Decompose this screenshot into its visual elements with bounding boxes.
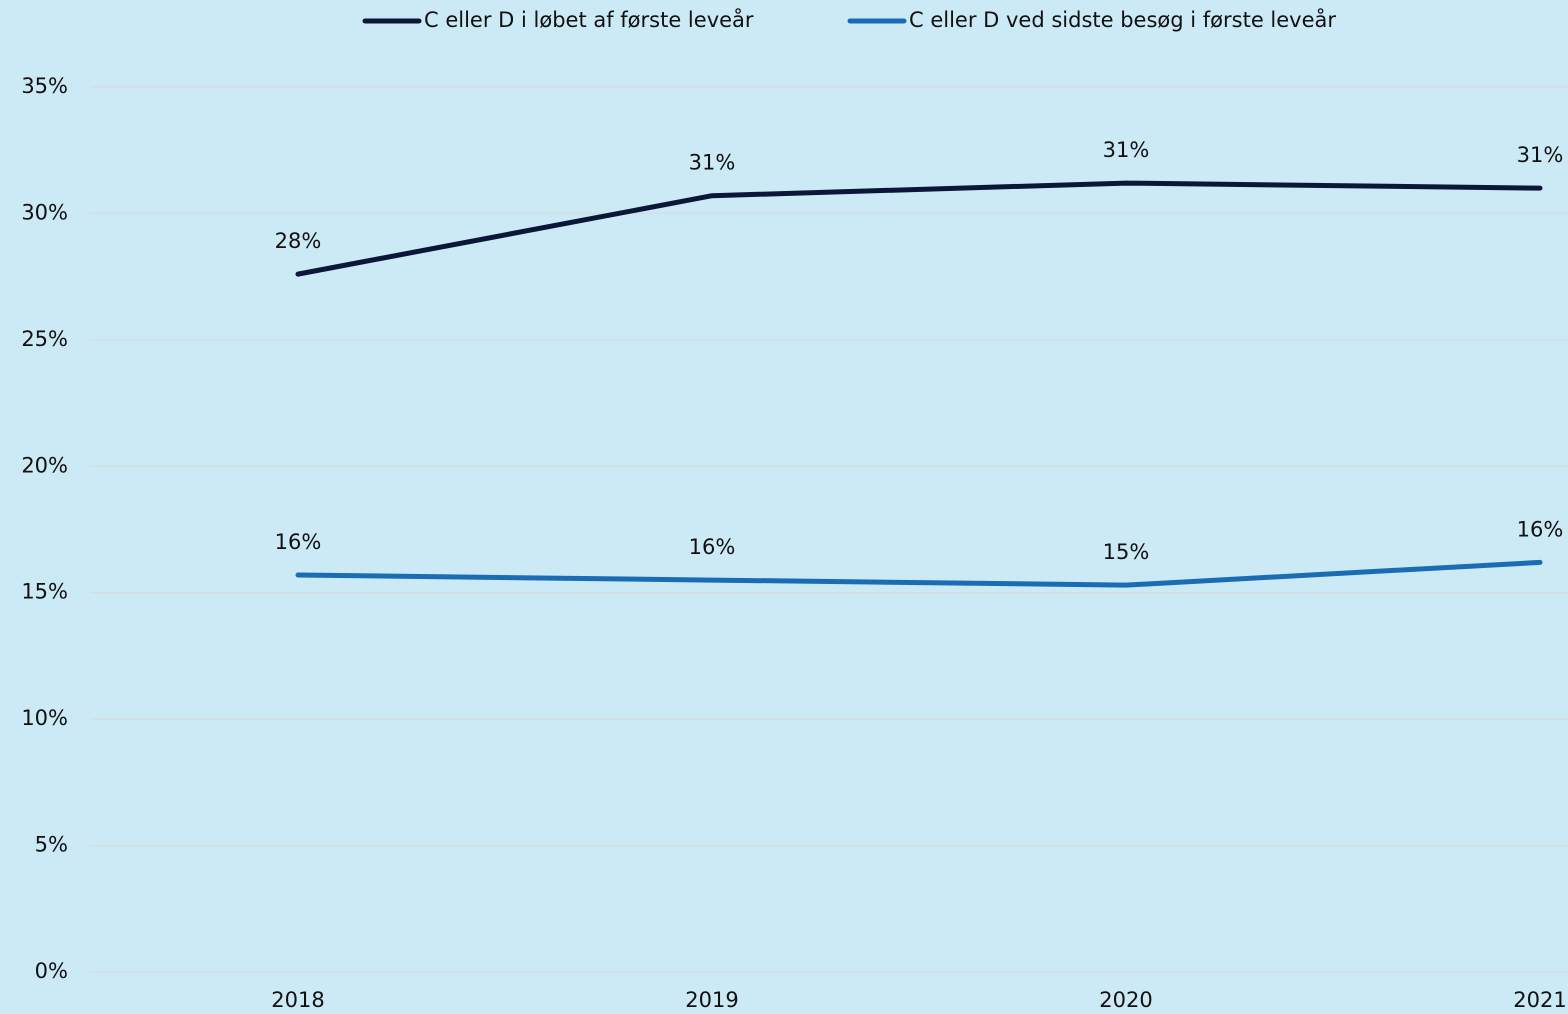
x-tick-label: 2020	[1099, 988, 1152, 1012]
data-label: 28%	[275, 229, 322, 253]
legend-label: C eller D ved sidste besøg i første leve…	[909, 7, 1336, 32]
y-tick-label: 30%	[21, 200, 68, 224]
y-tick-label: 10%	[21, 706, 68, 730]
legend-label: C eller D i løbet af første leveår	[424, 7, 754, 32]
data-label: 16%	[1517, 517, 1564, 541]
x-tick-label: 2018	[271, 988, 324, 1012]
data-label: 31%	[1103, 138, 1150, 162]
series-line	[295, 559, 1543, 588]
series-line	[295, 180, 1543, 277]
data-label: 16%	[689, 535, 736, 559]
y-tick-label: 25%	[21, 327, 68, 351]
data-label: 16%	[275, 530, 322, 554]
data-label: 31%	[689, 151, 736, 175]
y-tick-label: 35%	[21, 74, 68, 98]
y-tick-label: 20%	[21, 453, 68, 477]
y-tick-label: 0%	[35, 959, 68, 983]
y-tick-label: 5%	[35, 833, 68, 857]
data-label: 15%	[1103, 540, 1150, 564]
x-tick-label: 2021	[1513, 988, 1566, 1012]
y-tick-label: 15%	[21, 580, 68, 604]
x-tick-label: 2019	[685, 988, 738, 1012]
data-label: 31%	[1517, 143, 1564, 167]
